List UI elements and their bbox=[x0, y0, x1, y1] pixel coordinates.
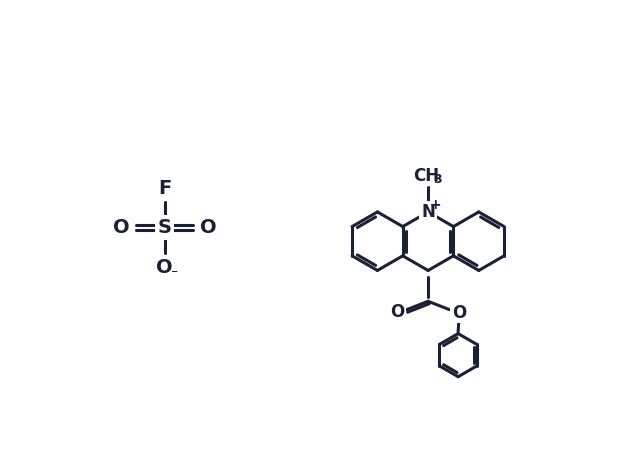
Text: N: N bbox=[421, 203, 435, 221]
Text: O: O bbox=[200, 218, 216, 237]
Text: F: F bbox=[158, 179, 172, 197]
Text: ⁻: ⁻ bbox=[170, 266, 178, 281]
Text: O: O bbox=[156, 258, 173, 277]
Text: S: S bbox=[158, 218, 172, 237]
Text: CH: CH bbox=[413, 167, 440, 185]
Text: +: + bbox=[430, 198, 442, 212]
Text: O: O bbox=[390, 303, 404, 321]
Text: 3: 3 bbox=[433, 173, 442, 186]
Text: O: O bbox=[452, 304, 466, 322]
Text: O: O bbox=[113, 218, 130, 237]
